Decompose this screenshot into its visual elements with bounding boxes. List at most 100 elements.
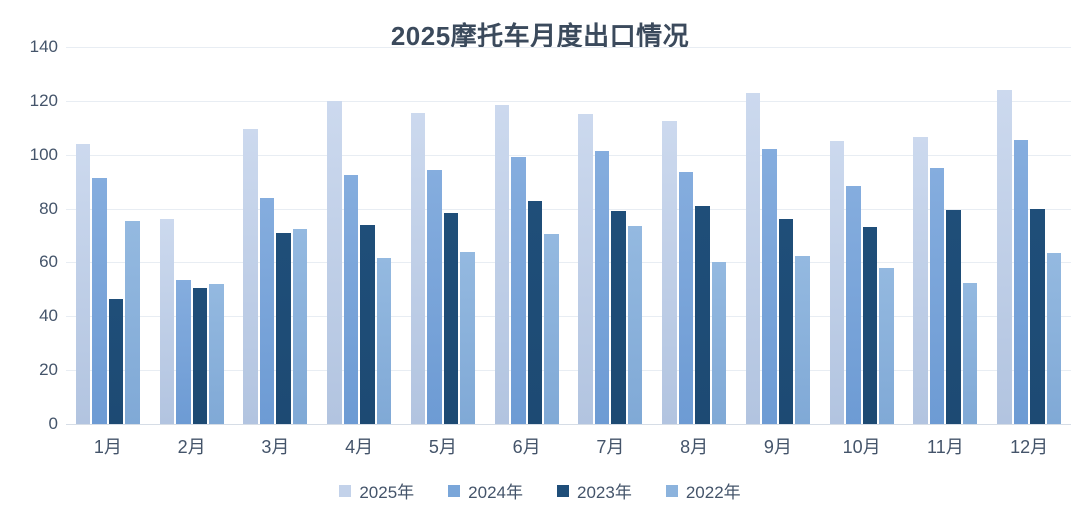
bar-group [234,47,318,424]
bar[interactable] [108,298,124,424]
bar[interactable] [443,212,459,424]
y-axis-tick-label: 100 [29,144,58,164]
bar[interactable] [159,219,175,424]
bar[interactable] [192,288,208,424]
gridline [66,47,1071,48]
y-axis-tick-label: 80 [39,198,58,218]
bar[interactable] [1013,139,1029,424]
bar[interactable] [92,177,107,424]
bar[interactable] [762,149,777,424]
bar-group [904,47,988,424]
x-axis-tick-label: 5月 [428,437,457,457]
gridline [66,208,1071,210]
legend-swatch-icon [557,484,569,497]
plot-area [66,47,1071,425]
bar[interactable] [879,267,894,424]
bar[interactable] [946,209,961,424]
bar[interactable] [460,251,475,424]
bar-group [652,47,736,424]
bar[interactable] [695,205,710,424]
bar[interactable] [662,121,677,424]
y-axis-tick-label: 60 [39,252,58,272]
bar[interactable] [611,211,626,424]
bar[interactable] [327,100,342,424]
bar[interactable] [711,262,727,424]
y-axis-tick-label: 140 [29,37,58,56]
y-axis-tick-label: 20 [39,360,58,380]
gridline [66,424,1071,425]
bar[interactable] [962,282,978,424]
legend-item[interactable]: 2023年 [557,478,632,503]
gridline [66,370,1071,372]
y-axis-tick-label: 0 [48,414,58,433]
legend-item-label: 2022年 [685,483,741,502]
bar-group [401,47,485,424]
bar[interactable] [745,92,761,424]
bar[interactable] [795,255,810,424]
x-axis-tick-label: 3月 [261,437,290,457]
bar[interactable] [343,174,359,424]
bar-group [987,47,1071,424]
legend-item[interactable]: 2025年 [339,478,414,503]
bar-group [569,47,653,424]
legend-swatch-icon [665,484,678,497]
bar[interactable] [594,150,610,424]
legend-item-label: 2023年 [577,483,632,502]
bar-group [150,47,234,424]
bar-group [736,47,820,424]
bar[interactable] [862,227,878,424]
bar-group [820,47,904,424]
x-axis-tick-label: 2月 [177,437,206,457]
bar[interactable] [997,90,1012,424]
gridline [66,262,1071,264]
y-axis: 140 120 100 80 60 40 20 0 [0,37,58,433]
legend-item-label: 2025年 [359,483,415,502]
bar-group [485,47,569,424]
bar[interactable] [276,232,291,424]
gridlines [66,47,1071,425]
bar[interactable] [410,112,426,424]
bar[interactable] [75,143,91,424]
bar[interactable] [176,279,191,424]
bar[interactable] [259,197,275,424]
x-axis-tick-label: 4月 [345,437,374,457]
bar[interactable] [1046,253,1062,424]
bar[interactable] [544,234,559,424]
bar[interactable] [360,224,375,424]
bar-group [317,47,401,424]
x-axis-tick-label: 1月 [93,437,122,457]
bar[interactable] [778,219,794,424]
x-axis-tick-label: 6月 [512,437,541,457]
bar[interactable] [243,129,258,424]
bar[interactable] [511,157,526,424]
bar[interactable] [913,137,928,424]
bar[interactable] [678,172,694,424]
chart-legend: 2025年 2024年 2023年 2022年 [0,478,1080,503]
bar[interactable] [1030,208,1045,424]
legend-swatch-icon [448,484,461,497]
gridline [66,154,1071,156]
bar[interactable] [427,169,442,424]
bar[interactable] [929,168,945,424]
bar[interactable] [527,200,543,424]
legend-item[interactable]: 2024年 [448,478,523,503]
x-axis-tick-label: 12月 [1010,437,1049,457]
gridline [66,100,1071,102]
bar[interactable] [846,185,861,424]
x-axis: 1月 2月 3月 4月 5月 6月 7月 8月 9月 10月 11月 12月 [66,427,1071,467]
legend-item[interactable]: 2022年 [665,478,741,503]
x-axis-tick-label: 11月 [927,437,964,457]
bar[interactable] [376,258,392,424]
bar[interactable] [209,283,224,424]
y-axis-tick-label: 40 [39,306,58,326]
gridline [66,316,1071,318]
chart-title: 2025摩托车月度出口情况 [390,21,690,51]
bar[interactable] [292,228,308,424]
bar[interactable] [829,141,845,424]
bar[interactable] [627,226,643,424]
bar[interactable] [494,104,510,424]
bar[interactable] [125,220,140,424]
x-axis-tick-label: 9月 [763,437,792,457]
y-axis-tick-label: 120 [29,90,58,110]
bar[interactable] [578,114,593,424]
